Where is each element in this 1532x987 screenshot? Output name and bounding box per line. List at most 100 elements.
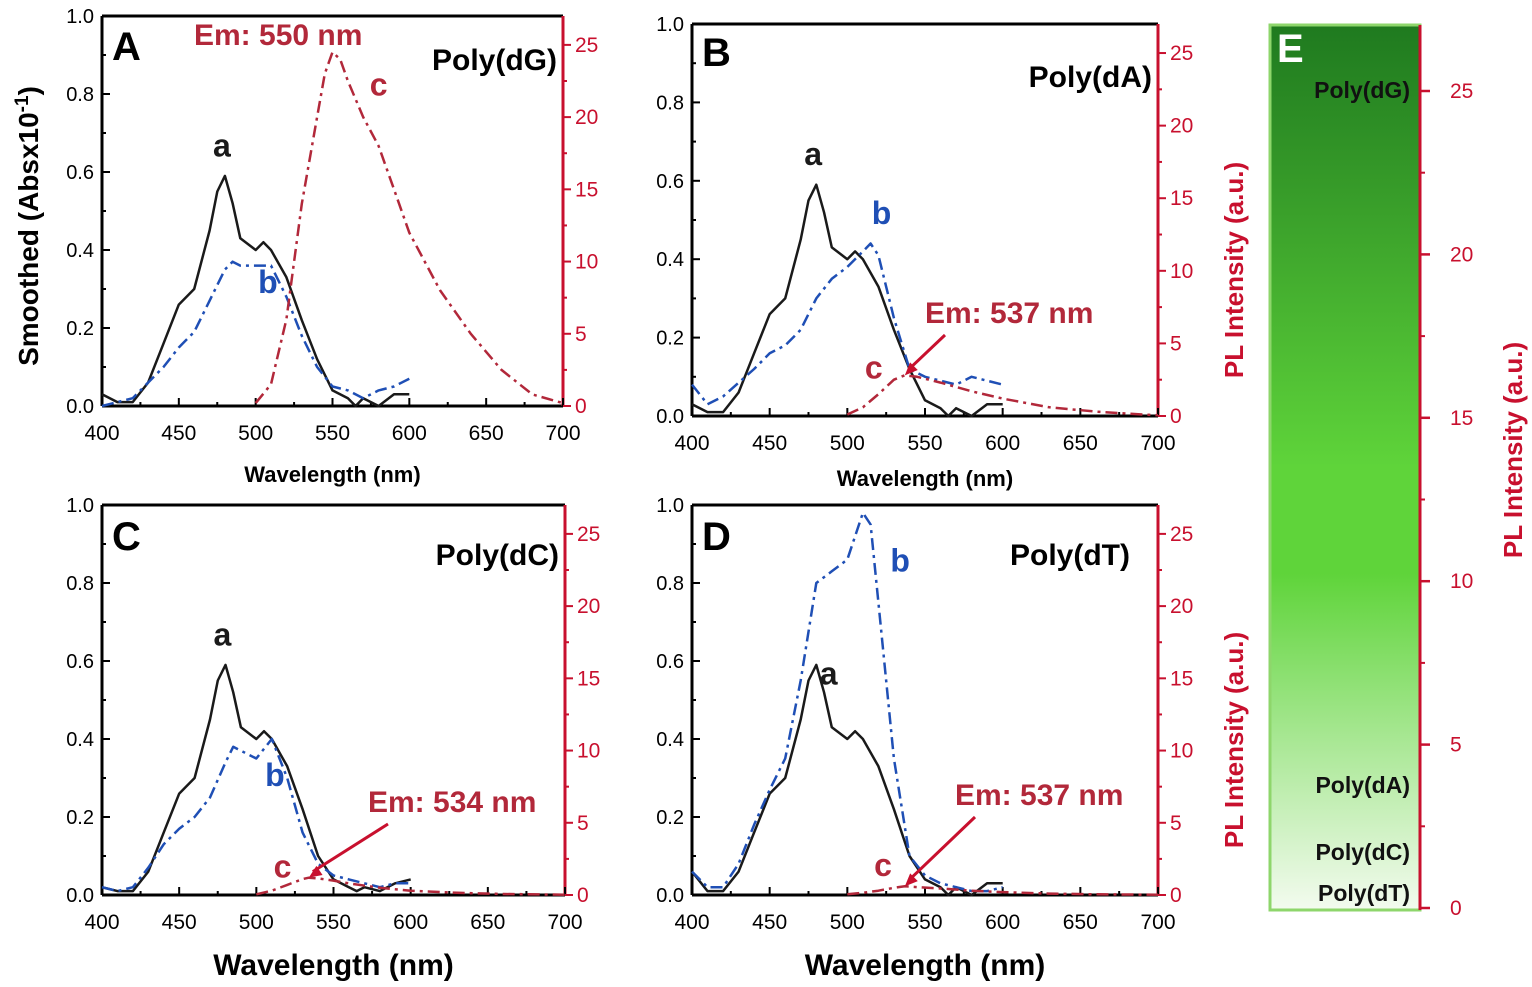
y-left-tick-label: 0.8	[656, 573, 684, 595]
x-tick-label: 400	[84, 911, 119, 934]
x-tick-label: 500	[830, 911, 865, 934]
x-tick-label: 650	[1063, 911, 1098, 934]
y-right-tick-label: 20	[1450, 243, 1473, 266]
y-right-tick-label: 25	[577, 523, 600, 546]
y-right-tick-label: 10	[577, 740, 600, 763]
y-left-axis-label-end: )	[13, 86, 44, 95]
curve-label-b: b	[258, 264, 278, 300]
x-tick-label: 700	[545, 422, 580, 445]
x-tick-label: 550	[315, 422, 350, 445]
y-right-tick-label: 5	[1170, 332, 1182, 355]
y-right-tick-label: 25	[575, 34, 598, 57]
y-right-tick-label: 10	[1450, 570, 1473, 593]
panel-a: 400 450 500 550 600 650 700 0.0 0.2 0.4 0.6 0.8 1.0 0…	[12, 6, 598, 487]
series-a-line	[101, 174, 410, 408]
y-right-tick-label: 10	[1170, 740, 1193, 763]
curve-label-c: c	[274, 849, 292, 885]
annotation-arrowhead	[904, 362, 918, 376]
y-left-tick-label: 0.4	[66, 729, 94, 751]
category-label: Poly(dC)	[1315, 839, 1410, 865]
curve-label-a: a	[213, 616, 231, 652]
y-right-axis-label: PL Intensity (a.u.)	[1498, 342, 1528, 558]
y-right-tick-label: 20	[575, 106, 598, 129]
curve-label-b: b	[872, 195, 892, 231]
x-tick-label: 550	[907, 432, 942, 455]
y-right-tick-label: 15	[1450, 407, 1473, 430]
curve-label-b: b	[265, 757, 285, 793]
annotation-arrow	[907, 333, 947, 371]
y-right-tick-label: 5	[1170, 812, 1182, 835]
y-right-axis-label: PL Intensity (a.u.)	[1219, 162, 1249, 378]
x-tick-label: 550	[316, 911, 351, 934]
x-tick-label: 650	[469, 422, 504, 445]
x-tick-label: 400	[84, 422, 119, 445]
y-left-tick-label: 0.2	[66, 318, 94, 340]
y-left-tick-label: 1.0	[66, 6, 94, 28]
emission-annotation: Em: 537 nm	[955, 779, 1123, 812]
x-axis-label: Wavelength (nm)	[213, 949, 454, 982]
y-right-tick-label: 5	[577, 812, 589, 835]
y-right-tick-label: 10	[1170, 260, 1193, 283]
x-axis-label: Wavelength (nm)	[805, 949, 1046, 982]
curve-label-a: a	[820, 655, 838, 691]
y-left-tick-label: 1.0	[656, 495, 684, 517]
y-right-tick-label: 0	[575, 395, 587, 418]
x-tick-label: 600	[985, 911, 1020, 934]
y-left-tick-label: 0.6	[66, 651, 94, 673]
annotation-arrow	[312, 822, 389, 873]
x-tick-label: 550	[907, 911, 942, 934]
y-right-tick-label: 20	[1170, 595, 1193, 618]
y-left-tick-label: 1.0	[66, 495, 94, 517]
series-c-line	[846, 374, 1159, 417]
curve-label-a: a	[804, 136, 822, 172]
panel-c: 400 450 500 550 600 650 700 0.0 0.2 0.4 0.6 0.8 1.0 0…	[66, 495, 600, 982]
curve-label-b: b	[890, 542, 910, 578]
y-left-tick-label: 0.6	[66, 162, 94, 184]
x-tick-label: 500	[239, 911, 274, 934]
y-right-tick-label: 15	[1170, 667, 1193, 690]
x-tick-label: 700	[547, 911, 582, 934]
y-left-tick-label: 0.0	[656, 885, 684, 907]
y-left-tick-label: 1.0	[656, 14, 684, 36]
x-tick-label: 400	[674, 432, 709, 455]
y-left-tick-label: 0.8	[66, 84, 94, 106]
y-right-axis-label: PL Intensity (a.u.)	[1219, 632, 1249, 848]
x-tick-label: 450	[752, 432, 787, 455]
y-left-tick-label: 0.8	[66, 573, 94, 595]
y-right-tick-label: 25	[1170, 523, 1193, 546]
annotation-arrowhead	[308, 865, 323, 878]
panel-letter: B	[702, 31, 731, 75]
y-right-tick-label: 20	[577, 595, 600, 618]
y-right-tick-label: 0	[1450, 897, 1462, 920]
y-left-tick-label: 0.4	[66, 240, 94, 262]
y-left-axis-label-main: Smoothed (Absx10	[13, 112, 44, 366]
series-b-line	[101, 737, 411, 893]
emission-annotation: Em: 550 nm	[194, 19, 362, 52]
series-c-line	[256, 876, 566, 896]
x-tick-label: 450	[161, 422, 196, 445]
y-right-tick-label: 0	[1170, 405, 1182, 428]
panel-letter: E	[1277, 27, 1304, 71]
series-a-line	[101, 663, 412, 893]
panel-letter: C	[112, 515, 141, 559]
panel-letter: A	[112, 25, 141, 69]
emission-annotation: Em: 537 nm	[925, 297, 1093, 330]
x-tick-label: 650	[470, 911, 505, 934]
panel-b: 400 450 500 550 600 650 700 0.0 0.2 0.4 0.6 0.8 1.0 0…	[656, 14, 1249, 491]
curve-label-a: a	[213, 127, 231, 163]
x-tick-label: 600	[393, 911, 428, 934]
panel-letter: D	[702, 515, 731, 559]
y-left-tick-label: 0.0	[66, 396, 94, 418]
y-left-tick-label: 0.8	[656, 92, 684, 114]
y-left-tick-label: 0.4	[656, 249, 684, 271]
y-right-tick-label: 15	[1170, 187, 1193, 210]
y-left-tick-label: 0.6	[656, 171, 684, 193]
y-left-tick-label: 0.6	[656, 651, 684, 673]
series-a-line	[691, 183, 1003, 418]
x-tick-label: 600	[392, 422, 427, 445]
x-tick-label: 500	[830, 432, 865, 455]
x-tick-label: 700	[1140, 911, 1175, 934]
emission-annotation: Em: 534 nm	[368, 786, 536, 819]
curve-label-c: c	[874, 847, 892, 883]
